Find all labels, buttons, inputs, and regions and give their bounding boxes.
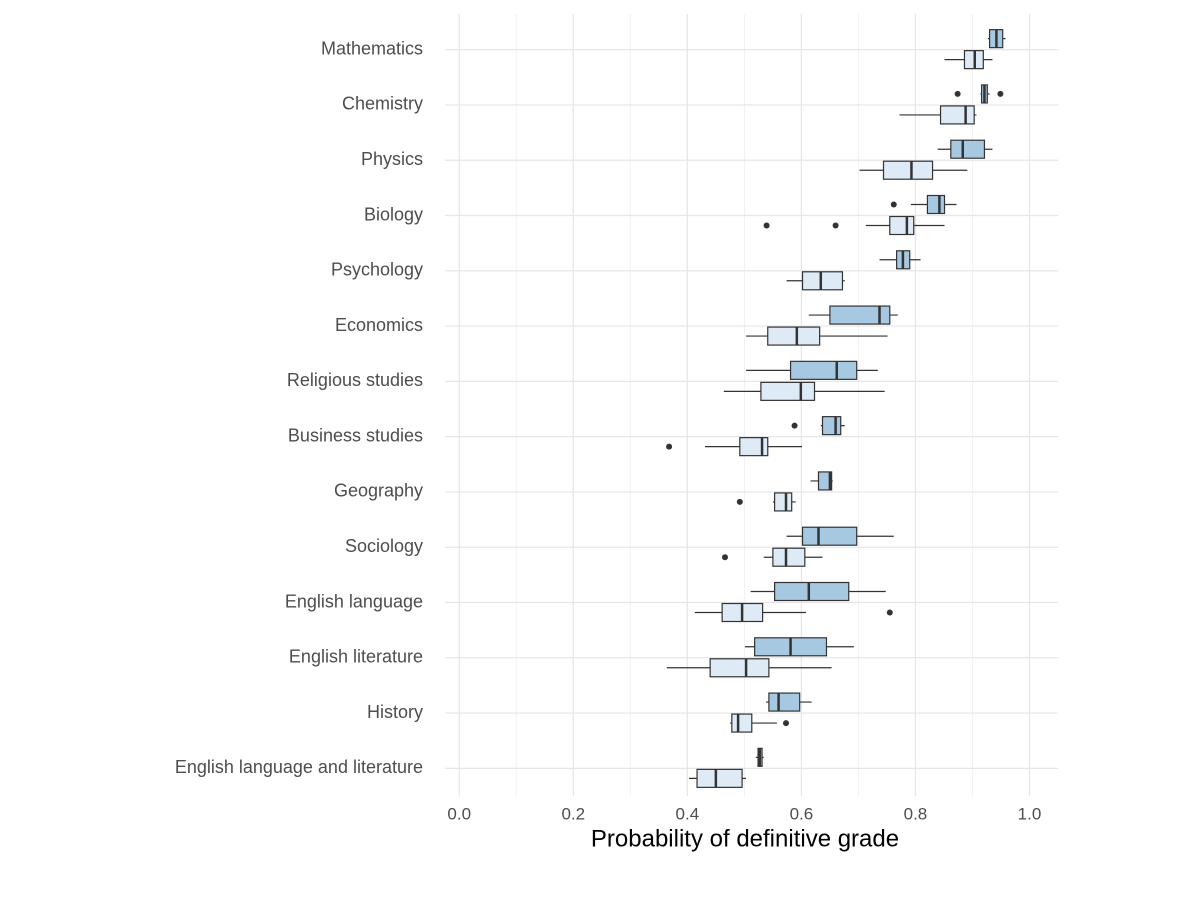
y-tick-label: English language (285, 591, 423, 611)
x-tick-label: 0.8 (904, 804, 928, 823)
x-tick-label: 0.4 (676, 804, 700, 823)
box (760, 381, 816, 401)
outlier (890, 201, 897, 208)
y-tick-label: Economics (335, 315, 423, 335)
x-tick-label: 0.0 (447, 804, 471, 823)
box (939, 105, 975, 125)
outlier (736, 498, 743, 505)
box (696, 768, 743, 788)
box (926, 194, 946, 215)
x-axis-title: Probability of definitive grade (591, 825, 899, 852)
x-tick-label: 0.6 (790, 804, 814, 823)
box (709, 658, 770, 678)
box (768, 692, 801, 712)
box (767, 326, 821, 346)
box (829, 305, 891, 325)
outlier (954, 90, 961, 97)
box (773, 492, 793, 512)
y-tick-label: Sociology (345, 536, 423, 556)
outlier (721, 554, 728, 561)
outlier (666, 443, 673, 450)
y-tick-label: Chemistry (342, 94, 423, 114)
box (773, 581, 850, 602)
outlier (763, 222, 770, 229)
box (882, 160, 934, 180)
box (821, 416, 842, 436)
y-tick-label: Geography (334, 481, 423, 501)
box (731, 713, 753, 733)
x-tick-label: 0.2 (561, 804, 585, 823)
y-tick-label: Mathematics (321, 38, 423, 58)
y-tick-label: History (367, 702, 423, 722)
box (772, 547, 806, 567)
box (789, 360, 858, 380)
box (801, 526, 858, 546)
y-tick-label: Physics (361, 149, 423, 169)
y-tick-label: English literature (289, 647, 423, 667)
outlier (886, 609, 893, 616)
y-tick-label: English language and literature (175, 757, 423, 777)
box (801, 271, 844, 291)
outlier (832, 222, 839, 229)
box (817, 471, 833, 491)
y-tick-label: Business studies (288, 425, 423, 445)
y-tick-label: Psychology (331, 260, 423, 280)
outlier (791, 422, 798, 429)
y-tick-label: Religious studies (287, 370, 423, 390)
box (950, 139, 986, 159)
y-tick-label: Biology (364, 204, 423, 224)
box (889, 215, 915, 236)
outlier (997, 90, 1004, 97)
outlier (782, 720, 789, 727)
x-tick-label: 1.0 (1018, 804, 1042, 823)
box (739, 437, 769, 457)
